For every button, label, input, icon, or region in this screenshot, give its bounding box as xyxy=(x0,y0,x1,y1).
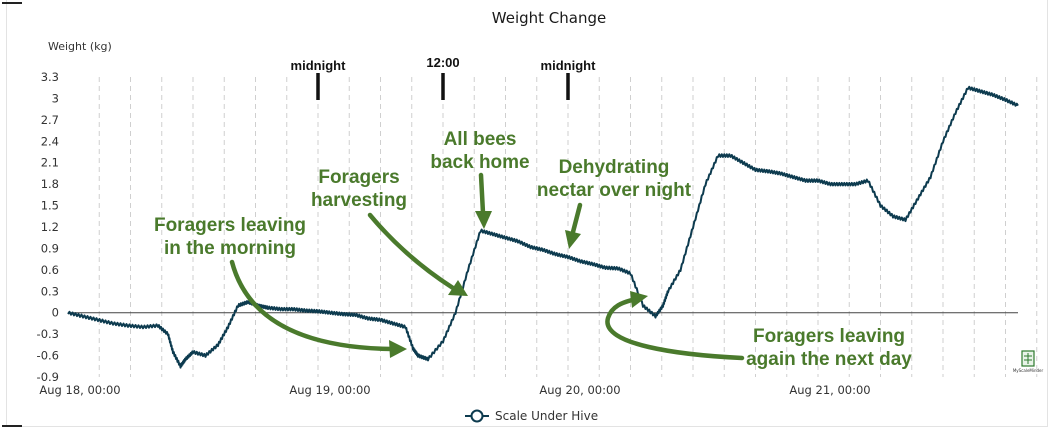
y-tick-label: 3.3 xyxy=(41,70,59,84)
y-tick-label: 0 xyxy=(52,306,59,320)
gridlines xyxy=(68,77,1038,377)
y-tick-label: -0.3 xyxy=(37,327,59,341)
arrow-harvesting xyxy=(367,212,456,291)
y-tick-label: 2.7 xyxy=(41,113,59,127)
legend-label: Scale Under Hive xyxy=(495,409,598,423)
legend[interactable]: Scale Under Hive xyxy=(465,409,598,423)
x-tick-label: Aug 18, 00:00 xyxy=(39,383,120,397)
legend-marker xyxy=(470,409,484,423)
y-tick-label: 3 xyxy=(52,91,59,105)
y-tick-label: 0.6 xyxy=(41,263,59,277)
annotation-foragers-harvesting: Foragers harvesting xyxy=(311,167,407,211)
annotation-arrowheads xyxy=(389,211,648,358)
time-marker-label: midnight xyxy=(541,58,597,73)
menu-icon[interactable] xyxy=(2,2,22,4)
arrow-dehydrating xyxy=(570,202,583,235)
logo: MyScaleMinder xyxy=(1013,350,1044,373)
arrowhead-harvesting xyxy=(448,280,468,296)
y-tick-label: -0.6 xyxy=(37,349,59,363)
y-tick-label: 1.8 xyxy=(41,177,59,191)
arrowhead-leaving xyxy=(389,340,407,358)
arrow-back-home xyxy=(478,172,486,216)
series-line[interactable] xyxy=(67,85,1019,369)
x-tick-label: Aug 21, 00:00 xyxy=(789,383,870,397)
y-axis-ticks: 3.3 3 2.7 2.4 2.1 1.8 1.5 1.2 0.9 0.6 0.3 0 -0.3 -0.6… xyxy=(37,70,59,384)
annotation-foragers-leaving: Foragers leaving in the morning xyxy=(154,215,306,259)
y-tick-label: 1.5 xyxy=(41,199,59,213)
chart-frame xyxy=(6,0,1048,427)
time-markers: midnight 12:00 midnight xyxy=(291,55,597,100)
annotation-foragers-leaving-next-day: Foragers leaving again the next day xyxy=(746,326,912,370)
arrow-leaving-next-day xyxy=(605,297,745,361)
y-tick-label: 2.1 xyxy=(41,156,59,170)
y-tick-label: 0.9 xyxy=(41,241,59,255)
annotation-all-bees-home: All bees back home xyxy=(430,129,529,173)
annotation-arrows xyxy=(229,172,745,361)
y-tick-label: -0.9 xyxy=(37,370,59,384)
logo-text: MyScaleMinder xyxy=(1013,368,1044,373)
time-marker-label: midnight xyxy=(291,58,347,73)
arrowhead-next-day xyxy=(630,291,648,308)
x-tick-label: Aug 20, 00:00 xyxy=(539,383,620,397)
chart-title: Weight Change xyxy=(492,9,606,27)
y-axis-title: Weight (kg) xyxy=(48,40,112,53)
y-tick-label: 1.2 xyxy=(41,220,59,234)
arrowhead-back-home xyxy=(475,211,492,229)
x-tick-label: Aug 19, 00:00 xyxy=(289,383,370,397)
menu-icon-bottom[interactable] xyxy=(2,425,22,427)
y-tick-label: 0.3 xyxy=(41,284,59,298)
arrow-leaving-to-dip1 xyxy=(229,259,395,352)
annotation-dehydrating: Dehydrating nectar over night xyxy=(537,157,692,201)
time-marker-label: 12:00 xyxy=(426,55,459,70)
y-tick-label: 2.4 xyxy=(41,134,59,148)
x-axis-ticks: Aug 18, 00:00 Aug 19, 00:00 Aug 20, 00:00 A… xyxy=(39,383,870,397)
arrowhead-dehydrating xyxy=(565,230,581,249)
series-group[interactable] xyxy=(67,85,1019,369)
